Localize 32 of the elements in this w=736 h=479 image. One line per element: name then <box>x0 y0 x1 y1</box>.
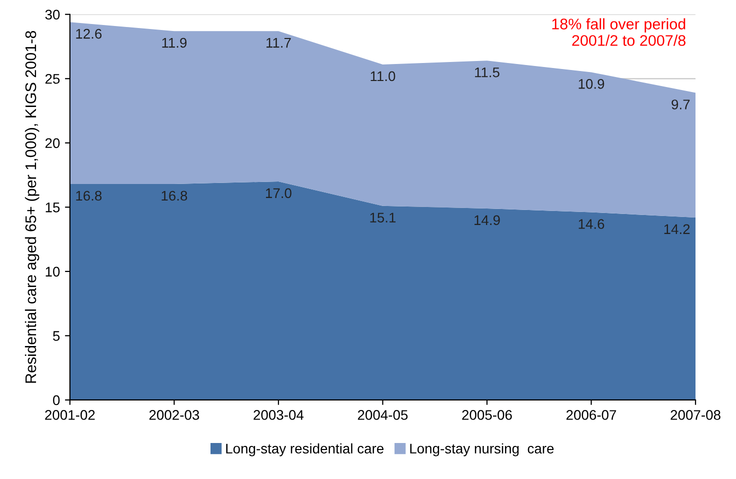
y-tick-label: 20 <box>45 138 60 148</box>
data-label: 11.5 <box>475 68 500 78</box>
data-label: 9.7 <box>672 100 690 110</box>
data-label: 17.0 <box>266 188 292 198</box>
y-tick-label: 15 <box>46 202 60 212</box>
legend-label: Long-stay nursing care <box>410 443 554 456</box>
data-label: 16.8 <box>76 190 102 201</box>
data-label: 11.0 <box>370 71 396 82</box>
data-label: 16.8 <box>162 190 188 201</box>
y-tick-label: 10 <box>46 266 60 277</box>
y-tick-label: 25 <box>45 74 60 84</box>
y-axis-title: Residential care aged 65+ (per 1,000), KIGS 2001-8 <box>24 30 40 383</box>
data-label: 11.7 <box>266 38 291 48</box>
y-tick-label: 0 <box>53 395 60 406</box>
x-tick-label: 2003-04 <box>254 410 304 420</box>
legend-label: Long-stay residential care <box>226 443 384 456</box>
x-tick-label: 2005-06 <box>462 410 512 420</box>
x-tick-label: 2001-02 <box>45 410 95 420</box>
x-tick-label: 2004-05 <box>358 410 408 420</box>
y-tick-label: 5 <box>53 331 60 341</box>
data-label: 14.2 <box>664 224 690 234</box>
y-tick-label: 30 <box>45 10 60 20</box>
data-label: 14.6 <box>578 219 604 229</box>
x-tick-label: 2002-03 <box>149 410 200 420</box>
data-label: 15.1 <box>370 212 396 223</box>
annotation: 18% fall over period 2001/2 to 2007/8 <box>552 18 686 46</box>
data-label: 10.9 <box>578 79 604 89</box>
x-tick-label: 2006-07 <box>566 410 616 420</box>
data-label: 14.9 <box>474 215 500 226</box>
data-label: 12.6 <box>76 28 102 39</box>
x-tick-label: 2007-08 <box>670 410 720 420</box>
data-label: 11.9 <box>162 38 187 48</box>
